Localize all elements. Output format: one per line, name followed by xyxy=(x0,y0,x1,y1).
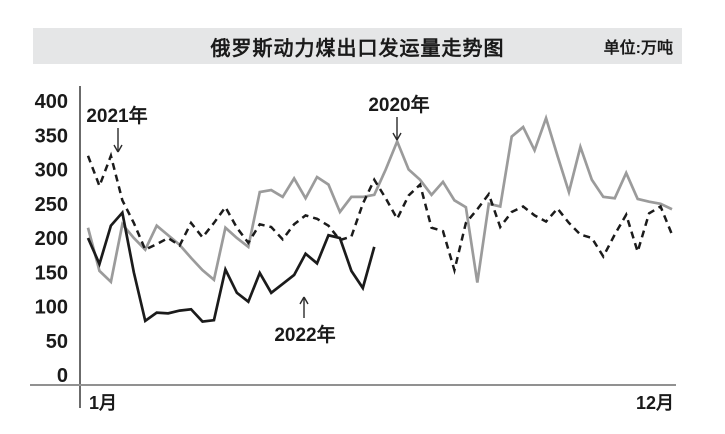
arrow-head-icon xyxy=(392,132,398,141)
y-axis-tick-label: 250 xyxy=(35,194,68,216)
arrow-head-icon xyxy=(396,132,402,141)
y-axis-tick-label: 50 xyxy=(46,331,68,353)
y-axis-tick-label: 350 xyxy=(35,125,68,147)
unit-label: 单位:万吨 xyxy=(603,40,673,57)
series-line-2022 xyxy=(86,209,376,324)
series-line-2020 xyxy=(86,113,673,285)
y-axis-tick-label: 400 xyxy=(35,91,68,113)
y-axis-tick-label: 200 xyxy=(35,228,68,250)
arrow-head-icon xyxy=(117,144,123,153)
arrow-head-icon xyxy=(113,144,119,153)
series-label-2020: 2020年 xyxy=(368,93,429,116)
y-axis-tick-label: 300 xyxy=(35,160,68,182)
x-axis-label-jan: 1月 xyxy=(89,393,117,413)
y-axis-tick-label: 100 xyxy=(35,297,68,319)
x-axis-label-dec: 12月 xyxy=(636,393,674,413)
y-axis-tick-label: 0 xyxy=(57,365,68,387)
chart-title-bar: 俄罗斯动力煤出口发运量走势图 单位:万吨 xyxy=(33,28,682,64)
arrow-head-icon xyxy=(303,296,309,305)
arrow-head-icon xyxy=(299,296,305,305)
series-label-2022: 2022年 xyxy=(274,323,335,346)
series-line-2021 xyxy=(86,151,674,276)
series-label-2021: 2021年 xyxy=(86,104,147,127)
chart-title: 俄罗斯动力煤出口发运量走势图 xyxy=(210,37,505,60)
y-axis-tick-label: 150 xyxy=(35,262,68,284)
